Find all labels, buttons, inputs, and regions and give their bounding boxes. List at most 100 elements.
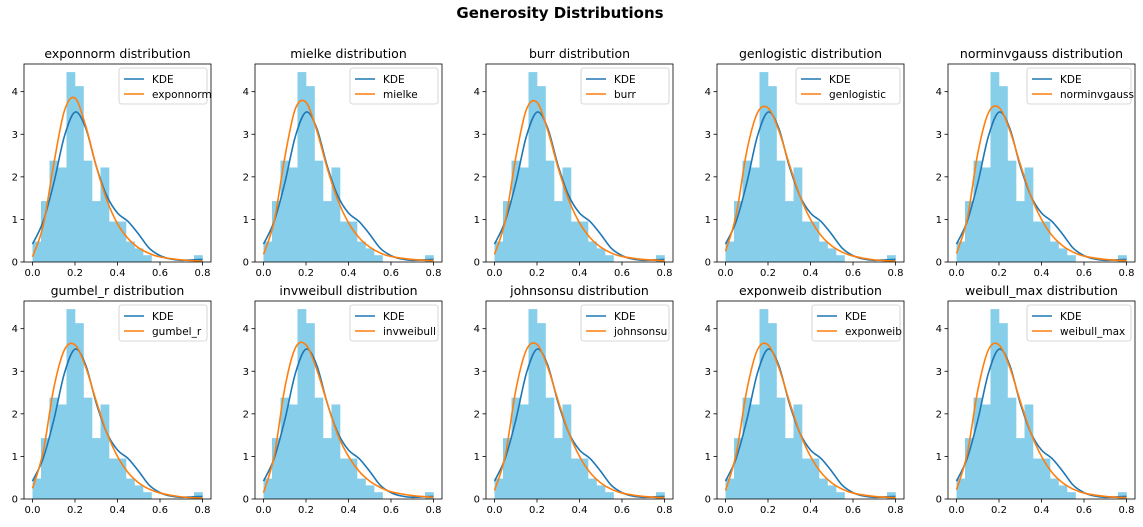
- hist-bar: [810, 221, 820, 262]
- fit-line: [262, 99, 434, 262]
- y-tick-label: 4: [936, 324, 942, 335]
- hist-bar: [503, 201, 512, 262]
- x-tick-label: 0.8: [888, 505, 904, 516]
- y-tick-label: 3: [936, 130, 942, 141]
- legend-label: KDE: [152, 74, 174, 86]
- hist-bar: [297, 72, 307, 262]
- x-tick-label: 0.0: [949, 505, 965, 516]
- hist-bar: [588, 241, 597, 262]
- hist-bar: [83, 397, 93, 499]
- legend-label: exponnorm: [152, 89, 212, 101]
- histogram: [725, 309, 896, 499]
- x-tick-label: 0.0: [256, 505, 272, 516]
- hist-bar: [562, 404, 572, 499]
- hist-bar: [793, 167, 803, 262]
- x-tick-label: 0.0: [718, 268, 734, 279]
- hist-bar: [520, 167, 529, 262]
- x-tick-label: 0.6: [383, 505, 399, 516]
- x-tick-label: 0.4: [572, 505, 588, 516]
- hist-bar: [588, 478, 597, 499]
- x-tick-label: 0.4: [1034, 505, 1050, 516]
- x-tick-label: 0.6: [845, 268, 861, 279]
- legend-label: KDE: [1060, 74, 1082, 86]
- x-tick-label: 0.2: [67, 505, 83, 516]
- legend-label: KDE: [383, 74, 405, 86]
- hist-bar: [759, 309, 769, 499]
- legend-box: [1026, 67, 1132, 105]
- legend-label: KDE: [383, 311, 405, 323]
- hist-bar: [331, 404, 341, 499]
- y-tick-label: 1: [936, 452, 942, 463]
- hist-bar: [836, 255, 845, 262]
- x-tick-label: 0.8: [657, 505, 673, 516]
- hist-bar: [75, 323, 84, 499]
- fit-line: [493, 99, 665, 262]
- fit-line: [724, 105, 896, 262]
- legend-label: KDE: [614, 74, 636, 86]
- hist-bar: [263, 478, 273, 499]
- legend-label: gumbel_r: [152, 326, 202, 338]
- hist-bar: [75, 86, 84, 262]
- y-tick-label: 0: [12, 495, 18, 506]
- subplot-2: mielke distribution 0.0 0.2 0.4 0.6 0.8 0 1 2 3 4 K…: [243, 46, 443, 279]
- hist-bar: [802, 221, 811, 262]
- kde-line: [262, 348, 434, 499]
- hist-bar: [751, 404, 760, 499]
- y-tick-label: 3: [12, 130, 18, 141]
- legend-box: [349, 67, 439, 105]
- subplot-5: norminvgauss distribution 0.0 0.2 0.4 0.6 0.8…: [936, 46, 1136, 279]
- hist-bar: [973, 160, 983, 262]
- legend-box: [118, 304, 208, 342]
- hist-bar: [1007, 397, 1017, 499]
- y-tick-label: 4: [936, 87, 942, 98]
- legend: KDE gumbel_r: [118, 304, 208, 342]
- hist-bar: [656, 255, 665, 262]
- subplot-title: weibull_max distribution: [965, 283, 1118, 298]
- hist-bar: [374, 492, 383, 499]
- y-tick-label: 3: [243, 130, 249, 141]
- hist-bar: [1024, 167, 1034, 262]
- x-tick-label: 0.4: [341, 268, 357, 279]
- hist-bar: [1118, 255, 1127, 262]
- x-tick-label: 0.4: [341, 505, 357, 516]
- x-tick-label: 0.6: [383, 268, 399, 279]
- hist-bar: [836, 492, 845, 499]
- hist-bar: [348, 458, 358, 499]
- figure-title: Generosity Distributions: [456, 4, 664, 22]
- hist-bar: [365, 485, 375, 499]
- hist-bar: [1016, 438, 1025, 499]
- hist-bar: [263, 241, 273, 262]
- hist-bar: [357, 478, 366, 499]
- subplot-8: johnsonsu distribution 0.0 0.2 0.4 0.6 0.8 0 1 2…: [474, 283, 674, 516]
- hist-bar: [109, 458, 118, 499]
- legend-box: [349, 304, 439, 342]
- hist-bar: [92, 201, 101, 262]
- y-tick-label: 3: [243, 367, 249, 378]
- fit-line: [724, 342, 896, 499]
- x-tick-label: 0.8: [195, 505, 211, 516]
- x-tick-label: 0.0: [718, 505, 734, 516]
- y-tick-label: 1: [474, 452, 480, 463]
- hist-bar: [819, 241, 828, 262]
- hist-bar: [793, 404, 803, 499]
- x-tick-label: 0.2: [760, 268, 776, 279]
- kde-line: [493, 111, 665, 262]
- y-tick-label: 3: [474, 130, 480, 141]
- histogram: [32, 309, 203, 499]
- hist-bar: [656, 492, 665, 499]
- y-tick-label: 0: [705, 258, 711, 269]
- legend: KDE mielke: [349, 67, 439, 105]
- histogram: [725, 72, 896, 262]
- legend: KDE exponweib: [811, 304, 902, 342]
- hist-bar: [725, 478, 735, 499]
- y-tick-label: 2: [474, 409, 480, 420]
- hist-bar: [425, 255, 434, 262]
- hist-bar: [1067, 255, 1076, 262]
- hist-bar: [605, 492, 614, 499]
- hist-bar: [58, 404, 67, 499]
- hist-bar: [999, 323, 1008, 499]
- y-tick-label: 2: [705, 409, 711, 420]
- hist-bar: [92, 438, 101, 499]
- hist-bar: [314, 160, 324, 262]
